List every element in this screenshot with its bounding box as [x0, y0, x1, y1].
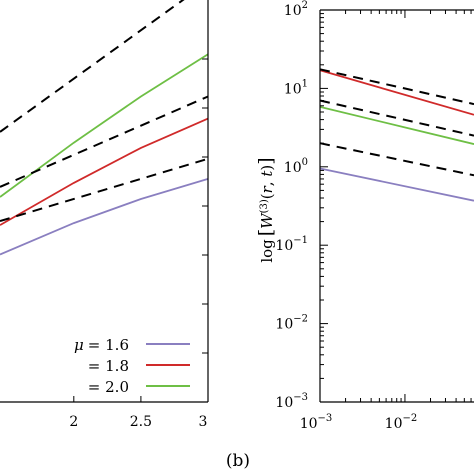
panel-b-y-tick-label: 10−3: [275, 392, 308, 411]
panel-a-x-tick-label: 2: [69, 414, 78, 430]
panel-b-y-tick-label: 100: [284, 157, 308, 176]
panel-b-y-tick-label: 10−1: [275, 235, 308, 254]
panel-b-dashed-line: [319, 99, 474, 137]
panel-b-y-tick-label: 10−2: [275, 314, 308, 333]
panel-a-series-line: [0, 53, 209, 198]
panel-b-y-tick-label: 101: [284, 78, 308, 97]
panel-label-b: (b): [226, 451, 250, 471]
panel-a-series: [0, 0, 209, 256]
panel-a-series-line: [0, 178, 209, 256]
panel-a-x-tick-label: 2.5: [130, 414, 152, 430]
panel-a-dashed-line: [0, 95, 209, 188]
panel-b-x-tick-label: 10−3: [300, 413, 333, 432]
panel-b-y-axis-label: log[W(3)(r, t)]: [255, 157, 277, 262]
panel-a: 2 2.5 3 μ = 1.6 = 1.8 = 2.0: [0, 0, 209, 430]
panel-a-series-line: [0, 117, 209, 226]
legend-mu-symbol: μ: [74, 336, 84, 354]
panel-b-frame: [319, 9, 474, 403]
panel-b: 102 101 100 10−1 10−2 10−3 10−3 10−2 log[W(3)(…: [226, 0, 474, 471]
panel-b-ticks: [319, 10, 472, 403]
legend-entry-1-label: μ = 1.6: [74, 336, 129, 354]
legend: μ = 1.6 = 1.8 = 2.0: [74, 336, 190, 396]
panel-b-series-line: [319, 69, 474, 116]
legend-entry-2-label: = 1.8: [88, 357, 129, 375]
panel-b-dashed-line: [319, 142, 474, 177]
legend-entry-3-label: = 2.0: [88, 378, 129, 396]
panel-b-series: [319, 68, 474, 202]
panel-a-x-tick-label: 3: [199, 414, 208, 430]
panel-a-frame: [0, 0, 209, 403]
panel-b-series-line: [319, 106, 474, 145]
panel-a-x-tick-labels: 2 2.5 3: [69, 414, 207, 430]
panel-b-series-line: [319, 167, 474, 202]
panel-b-y-tick-labels: 102 101 100 10−1 10−2 10−3: [275, 0, 308, 411]
panel-a-dashed-line: [0, 0, 185, 133]
panel-b-x-tick-label: 10−2: [385, 413, 418, 432]
panel-b-x-tick-labels: 10−3 10−2: [300, 413, 418, 432]
panel-a-dashed-line: [0, 157, 209, 223]
panel-b-dashed-line: [319, 68, 474, 106]
panel-b-y-tick-label: 102: [284, 0, 308, 19]
